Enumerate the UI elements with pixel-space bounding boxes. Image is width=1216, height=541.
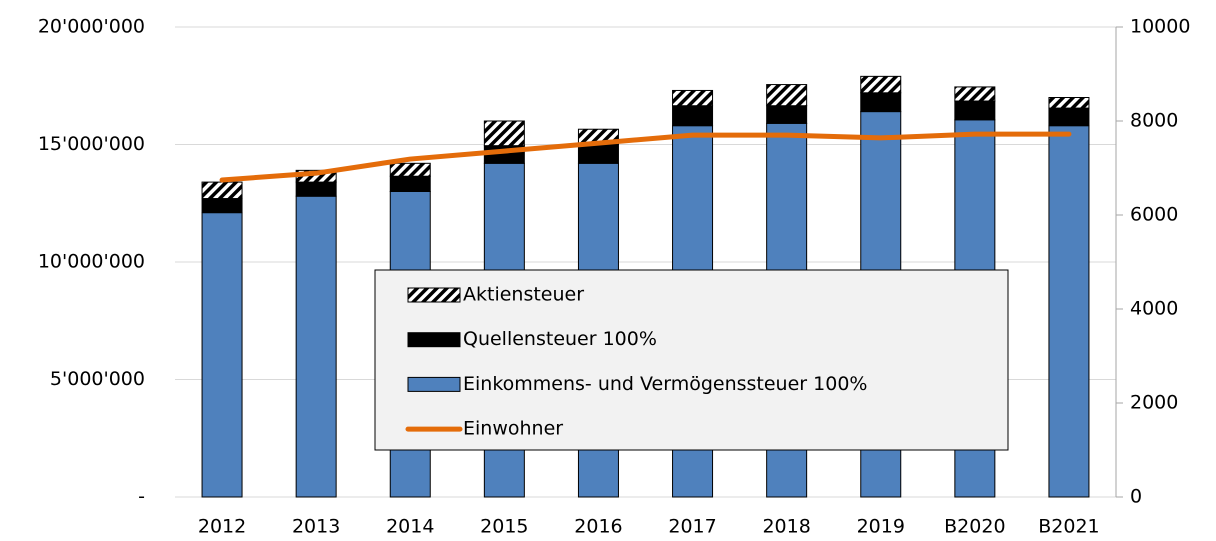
y2-tick-label: 8000 [1130,110,1178,132]
bar-segment [672,105,714,127]
bar-segment [483,120,525,147]
bar-segment [389,175,431,193]
legend: Aktiensteuer Quellensteuer 100% Einkommens… [374,269,1009,451]
bar-segment [672,89,714,107]
legend-label: Quellensteuer 100% [463,328,657,350]
bar-segment [860,75,902,94]
y-tick-label: 15'000'000 [38,133,145,155]
y2-tick-label: 10000 [1130,16,1190,38]
y-tick-label: 5'000'000 [50,368,145,390]
y2-tick-label: 2000 [1130,392,1178,414]
x-tick-label: B2020 [944,516,1005,538]
legend-swatch [407,287,461,303]
legend-label: Einwohner [463,418,563,440]
grid: - 5'000'000 10'000'000 15'000'000 20'000'000… [38,16,1191,538]
x-tick-label: 2018 [762,516,810,538]
bar-segment [766,84,808,107]
bar-segment [295,181,337,197]
bar-segment [954,86,996,102]
bar-segment [1048,107,1090,127]
y2-tick-label: 0 [1130,486,1142,508]
bar-segment [201,198,243,214]
legend-label: Einkommens- und Vermögenssteuer 100% [463,373,867,395]
x-tick-label: 2012 [198,516,246,538]
legend-swatch [407,332,461,348]
bar-segment [1048,97,1090,109]
y2-tick-label: 6000 [1130,204,1178,226]
x-tick-label: 2016 [574,516,622,538]
bar-segment [295,195,337,498]
line-series [219,131,1072,183]
y-tick-label: 20'000'000 [38,16,145,38]
legend-label: Aktiensteuer [463,284,584,306]
bar-segment [389,162,431,177]
bar-segment [860,92,902,113]
bar-segment [954,100,996,121]
bar-segment [201,212,243,498]
bar-segment [1048,125,1090,498]
x-tick-label: 2019 [857,516,905,538]
x-tick-label: 2014 [386,516,434,538]
x-tick-label: 2013 [292,516,340,538]
x-tick-label: 2015 [480,516,528,538]
y2-tick-label: 4000 [1130,298,1178,320]
legend-box [374,269,1009,451]
bar-segment [201,181,243,200]
bar-segment [766,105,808,124]
x-tick-label: B2021 [1038,516,1099,538]
legend-swatch [407,376,461,392]
x-tick-label: 2017 [668,516,716,538]
y-tick-label: 10'000'000 [38,251,145,273]
bar-segment [577,144,619,164]
y-tick-label: - [138,486,145,508]
